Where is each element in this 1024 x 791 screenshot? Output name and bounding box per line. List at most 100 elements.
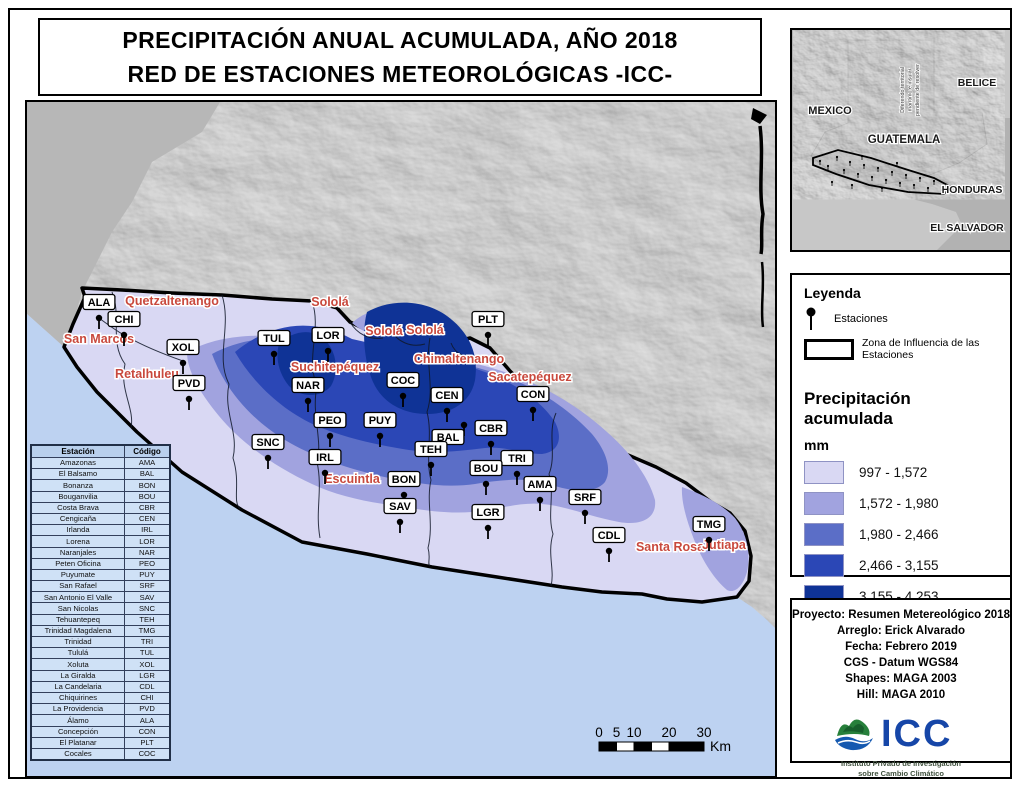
credit-line: Arreglo: Erick Alvarado [836, 625, 966, 638]
station-name-cell: Costa Brava [30, 501, 125, 514]
station-code-cell: CEN [124, 512, 171, 526]
svg-text:NAR: NAR [296, 380, 320, 392]
precip-class-swatch [804, 523, 844, 546]
table-row: Bonanza BON [30, 479, 171, 492]
station-name-cell: Tehuantepeq [30, 613, 125, 626]
station-code-cell: LGR [124, 669, 171, 682]
table-row: Tululá TUL [30, 647, 171, 660]
svg-text:PEO: PEO [318, 415, 342, 427]
credit-line: Shapes: MAGA 2003 [845, 673, 957, 686]
station-code-cell: IRL [124, 524, 171, 537]
icc-logo-graphic: ICC [835, 713, 950, 755]
table-row: Naranjales NAR [30, 546, 171, 559]
svg-text:BOU: BOU [474, 463, 499, 475]
station-marker-CBR: CBR [474, 419, 508, 455]
precip-class-range: 1,980 - 2,466 [859, 527, 939, 542]
svg-text:XOL: XOL [172, 342, 195, 354]
station-code-cell: NAR [124, 546, 171, 559]
inset-guatemala-relief [811, 40, 987, 185]
region-labels-layer: San Marcos Quetzaltenango Retalhuleu Sololá… [62, 293, 748, 556]
precip-class-swatch [804, 492, 844, 515]
icc-logo: ICC Instituto Privado de Investigación s… [792, 708, 1010, 779]
station-name-cell: Bonanza [30, 479, 125, 492]
country-label: EL SALVADOR [930, 222, 1004, 234]
logo-caption-line1: Instituto Privado de Investigación [840, 758, 962, 768]
region-label: Chimaltenango [414, 352, 505, 366]
station-marker-PLT: PLT [471, 310, 505, 346]
region-label: Sacatepéquez [488, 370, 571, 384]
station-marker-CHI: CHI [107, 310, 141, 346]
legend-heading: Leyenda [804, 285, 861, 301]
svg-text:TEH: TEH [420, 444, 442, 456]
station-name-cell: Xoluta [30, 658, 125, 671]
region-label: Suchitepéquez [291, 360, 379, 374]
station-name-cell: Concepción [30, 725, 125, 738]
table-row: Trinidad TRI [30, 635, 171, 649]
svg-text:SNC: SNC [256, 437, 279, 449]
region-label: Escuintla [324, 472, 381, 486]
svg-text:LGR: LGR [476, 507, 499, 519]
station-marker-PEO: PEO [313, 411, 347, 447]
inset-map-canvas: MEXICO GUATEMALA BELICE HONDURAS EL SALVADOR… [792, 30, 1010, 250]
region-label: San Marcos [64, 332, 134, 346]
station-name-cell: La Giralda [30, 669, 125, 682]
svg-text:CON: CON [521, 389, 546, 401]
station-code-cell: BAL [124, 468, 171, 481]
region-label: Jutiapa [702, 538, 747, 552]
table-row: Costa Brava CBR [30, 501, 171, 514]
zone-outline-icon [804, 338, 854, 360]
station-marker-NAR: NAR [291, 376, 325, 412]
region-label: Santa Rosa [636, 540, 705, 554]
legend-box: Leyenda Estaciones Zona de Influencia de… [790, 273, 1012, 608]
table-row: San Antonio El Valle SAV [30, 591, 171, 604]
station-code-cell: ALA [124, 714, 171, 727]
station-marker-SNC: SNC [251, 433, 285, 469]
table-row: Peten Oficina PEO [30, 557, 171, 570]
table-row: Irlanda IRL [30, 524, 171, 537]
credits-box: Proyecto: Resumen Metereológico 2018 Arre… [790, 598, 1012, 778]
scale-tick: 5 [613, 725, 621, 740]
station-marker-AMA: AMA [523, 475, 557, 511]
region-label: Quetzaltenango [125, 294, 219, 308]
station-code-cell: PUY [124, 568, 171, 582]
logo-caption-line2: sobre Cambio Climático [858, 768, 944, 778]
legend-zone-row: Zona de Influencia de las Estaciones [804, 337, 998, 361]
station-name-cell: Irlanda [30, 524, 125, 537]
svg-text:IRL: IRL [316, 452, 334, 464]
station-marker-PVD: PVD [172, 374, 206, 410]
table-row: Cengicaña CEN [30, 512, 171, 526]
inset-country-labels: MEXICO GUATEMALA BELICE HONDURAS EL SALVADOR [807, 76, 1005, 235]
precip-heading: Precipitación acumulada [804, 389, 911, 428]
credit-line: CGS - Datum WGS84 [843, 657, 959, 670]
station-marker-CDL: CDL [592, 526, 626, 562]
table-row: La Candelaria CDL [30, 680, 171, 693]
station-name-cell: Lorena [30, 535, 125, 548]
station-name-cell: Trinidad Magdalena [30, 624, 125, 638]
table-row: El Balsamo BAL [30, 468, 171, 481]
mexico-area [27, 102, 220, 347]
station-code-cell: CDL [124, 680, 171, 693]
table-row: Tehuantepeq TEH [30, 613, 171, 626]
station-code-cell: TEH [124, 613, 171, 626]
station-name-cell: Cengicaña [30, 512, 125, 526]
station-name-cell: Puyumate [30, 568, 125, 582]
station-code-cell: PLT [124, 736, 171, 749]
table-row: San Nicolas SNC [30, 602, 171, 615]
table-header-estacion: Estación [30, 444, 125, 458]
map-title-line1: PRECIPITACIÓN ANUAL ACUMULADA, AÑO 2018 [122, 26, 678, 53]
station-marker-LGR: LGR [471, 503, 505, 539]
inset-sea-pacific [792, 160, 962, 250]
svg-text:CDL: CDL [598, 530, 621, 542]
station-marker-IRL: IRL [308, 448, 342, 484]
station-marker-PUY: PUY [363, 411, 397, 447]
station-marker-XOL: XOL [166, 338, 200, 374]
inset-station-dots [818, 154, 944, 194]
station-marker-CON: CON [516, 385, 550, 421]
legend-zone-label: Zona de Influencia de las Estaciones [862, 337, 980, 361]
station-code-cell: SRF [124, 580, 171, 593]
inset-disclaimer-text: Diferendo territorial marítimo e insular p… [899, 63, 921, 116]
disclaimer-line: pendiente de resolver [915, 64, 921, 116]
table-row: Puyumate PUY [30, 568, 171, 582]
